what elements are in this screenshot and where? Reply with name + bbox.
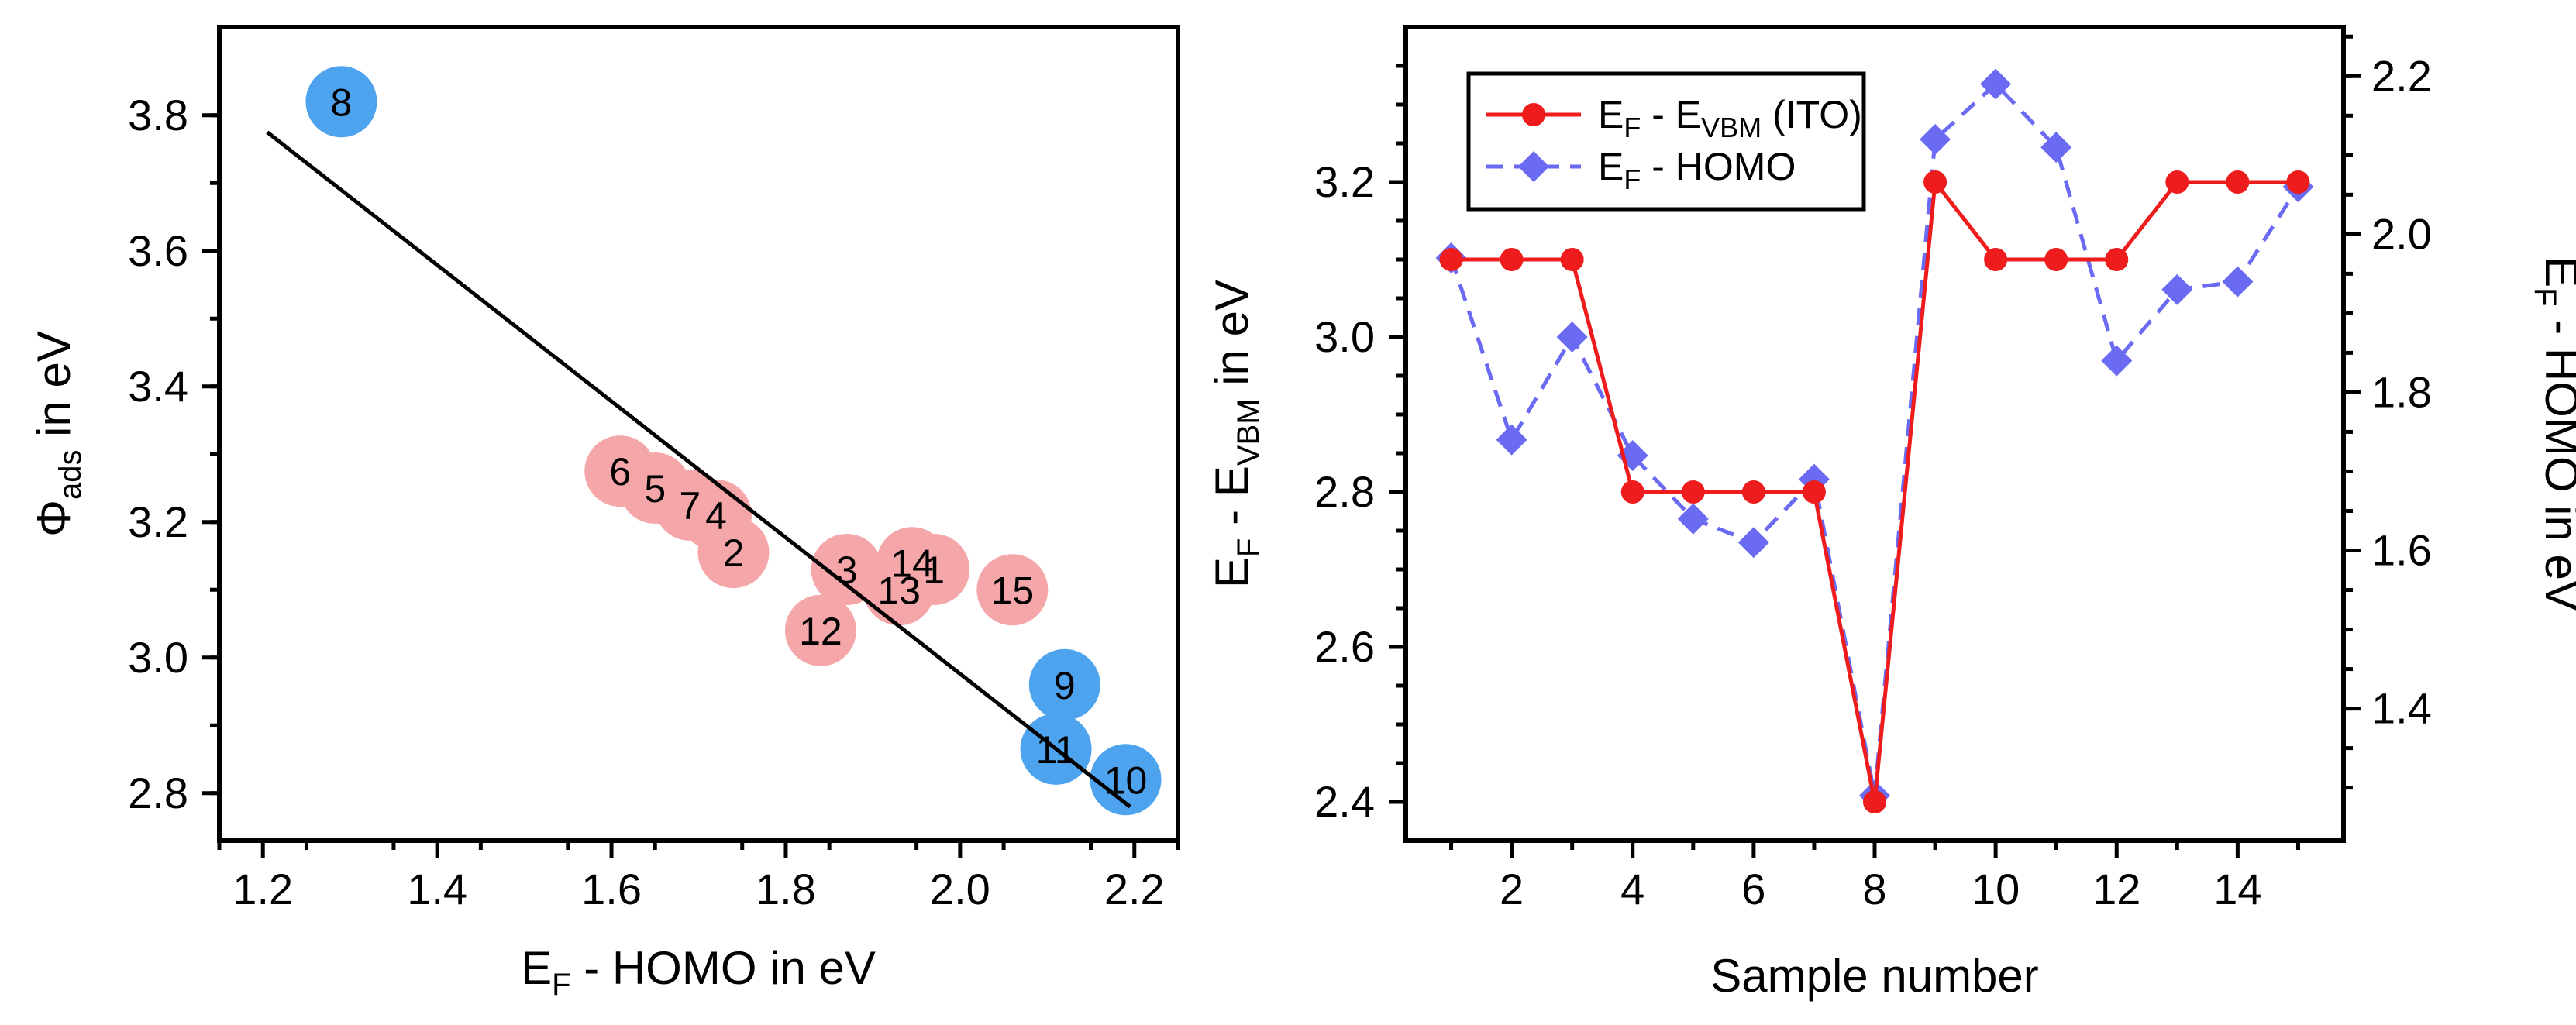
vbm-point bbox=[1802, 480, 1826, 504]
y-right-tick-label: 2.2 bbox=[2371, 51, 2432, 100]
data-label: 9 bbox=[1054, 664, 1076, 707]
line-chart: 2 4 6 8 10 12 14 2.4 2.6 2.8 3.0 3.2 1.4 1.6 1.8 2.0 2… bbox=[1206, 25, 2576, 1002]
y-tick-label: 3.6 bbox=[128, 226, 188, 275]
x-tick-label: 10 bbox=[1972, 865, 2020, 913]
series-line-vbm bbox=[1451, 177, 2299, 803]
homo-point bbox=[1496, 424, 1527, 456]
vbm-point bbox=[2105, 248, 2129, 271]
vbm-point bbox=[1500, 248, 1524, 271]
legend-marker bbox=[1518, 151, 1549, 182]
data-label: 2 bbox=[723, 531, 745, 575]
vbm-point bbox=[2226, 170, 2250, 194]
data-label: 14 bbox=[890, 542, 934, 585]
data-label: 12 bbox=[799, 610, 842, 653]
vbm-point bbox=[2286, 170, 2310, 194]
data-point-9 bbox=[1028, 648, 1100, 721]
homo-point bbox=[1980, 68, 2012, 100]
legend-box bbox=[1466, 71, 1866, 212]
y-right-tick-label: 1.4 bbox=[2371, 684, 2432, 733]
data-label: 15 bbox=[991, 569, 1035, 612]
legend-label: EF - EVBM (ITO) bbox=[1598, 93, 1862, 143]
y-axis-ticks: 2.8 3.0 3.2 3.4 3.6 3.8 bbox=[128, 91, 219, 817]
data-label: 13 bbox=[877, 569, 921, 612]
data-label: 10 bbox=[1104, 758, 1148, 802]
data-label: 7 bbox=[679, 484, 701, 528]
y-tick-label: 3.8 bbox=[128, 91, 188, 139]
data-label: 1 bbox=[923, 549, 945, 592]
data-point-13 bbox=[863, 554, 935, 626]
homo-point bbox=[2101, 345, 2133, 377]
y-tick-label: 2.4 bbox=[1314, 777, 1375, 826]
x-tick-label: 12 bbox=[2092, 865, 2140, 913]
left-y-axis-ticks: 2.4 2.6 2.8 3.0 3.2 bbox=[1314, 64, 1406, 826]
vbm-point bbox=[1923, 170, 1947, 194]
left-y-axis-title: EF - EVBM in eV bbox=[1206, 280, 1266, 588]
y-tick-label: 3.4 bbox=[128, 362, 188, 411]
vbm-point bbox=[2165, 170, 2189, 194]
data-point-10 bbox=[1090, 744, 1162, 816]
y-axis-title: Φads in eV bbox=[28, 331, 88, 537]
x-axis-ticks: 2 4 6 8 10 12 14 bbox=[1449, 841, 2300, 913]
data-point-15 bbox=[976, 554, 1049, 626]
y-tick-label: 2.8 bbox=[128, 769, 188, 817]
legend: EF - EVBM (ITO)EF - HOMO bbox=[1466, 71, 1866, 212]
x-tick-label: 6 bbox=[1741, 865, 1765, 913]
scatter-chart: 865742314113151291110 1.21.41.61.82.02.2… bbox=[28, 25, 1180, 1002]
x-tick-label: 1.6 bbox=[581, 865, 642, 913]
x-axis-title: EF - HOMO in eV bbox=[521, 942, 876, 1002]
y-tick-label: 3.0 bbox=[1314, 312, 1375, 361]
vbm-point bbox=[1681, 480, 1705, 504]
homo-point bbox=[1556, 322, 1588, 353]
scatter-points: 865742314113151291110 bbox=[305, 66, 1162, 816]
homo-point bbox=[2040, 132, 2072, 163]
legend-label: EF - HOMO bbox=[1598, 145, 1796, 195]
x-axis-ticks: 1.2 1.4 1.6 1.8 2.0 2.2 bbox=[217, 841, 1180, 913]
x-tick-label: 2.0 bbox=[930, 865, 990, 913]
y-right-tick-label: 1.6 bbox=[2371, 526, 2432, 575]
data-point-8 bbox=[305, 66, 377, 138]
vbm-point bbox=[1620, 480, 1644, 504]
scatter-plot-frame bbox=[217, 25, 1180, 843]
vbm-point bbox=[2044, 248, 2068, 271]
vbm-point bbox=[1439, 248, 1463, 271]
legend-marker bbox=[1522, 103, 1545, 126]
x-tick-label: 2.2 bbox=[1104, 865, 1165, 913]
data-label: 8 bbox=[331, 81, 353, 124]
right-y-axis-title: EF - HOMO in eV bbox=[2528, 256, 2576, 611]
y-tick-label: 2.6 bbox=[1314, 622, 1375, 671]
y-tick-label: 3.0 bbox=[128, 633, 188, 682]
vbm-point bbox=[1560, 248, 1584, 271]
data-label: 4 bbox=[705, 494, 727, 538]
right-y-axis-ticks: 1.4 1.6 1.8 2.0 2.2 bbox=[2344, 34, 2432, 790]
homo-point bbox=[2161, 273, 2193, 305]
vbm-point bbox=[1984, 248, 2008, 271]
x-tick-label: 1.2 bbox=[232, 865, 293, 913]
x-tick-label: 14 bbox=[2213, 865, 2261, 913]
homo-point bbox=[1677, 503, 1709, 535]
x-tick-label: 1.4 bbox=[407, 865, 467, 913]
data-point-12 bbox=[784, 594, 856, 666]
vbm-point bbox=[1741, 480, 1765, 504]
y-tick-label: 3.2 bbox=[128, 497, 188, 546]
y-tick-label: 2.8 bbox=[1314, 467, 1375, 516]
data-label: 6 bbox=[609, 450, 631, 494]
data-label: 5 bbox=[644, 467, 666, 511]
homo-point bbox=[1737, 527, 1769, 559]
data-point-2 bbox=[697, 517, 770, 589]
x-axis-title: Sample number bbox=[1710, 950, 2039, 1002]
y-right-tick-label: 1.8 bbox=[2371, 367, 2432, 416]
vbm-point bbox=[1863, 790, 1886, 813]
x-tick-label: 2 bbox=[1500, 865, 1524, 913]
fit-line bbox=[266, 130, 1131, 809]
homo-point bbox=[1920, 123, 1951, 155]
homo-point bbox=[2222, 266, 2254, 298]
data-series bbox=[1435, 68, 2314, 813]
x-tick-label: 8 bbox=[1862, 865, 1886, 913]
y-tick-label: 3.2 bbox=[1314, 157, 1375, 206]
x-tick-label: 1.8 bbox=[756, 865, 816, 913]
x-tick-label: 4 bbox=[1620, 865, 1644, 913]
y-right-tick-label: 2.0 bbox=[2371, 209, 2432, 258]
